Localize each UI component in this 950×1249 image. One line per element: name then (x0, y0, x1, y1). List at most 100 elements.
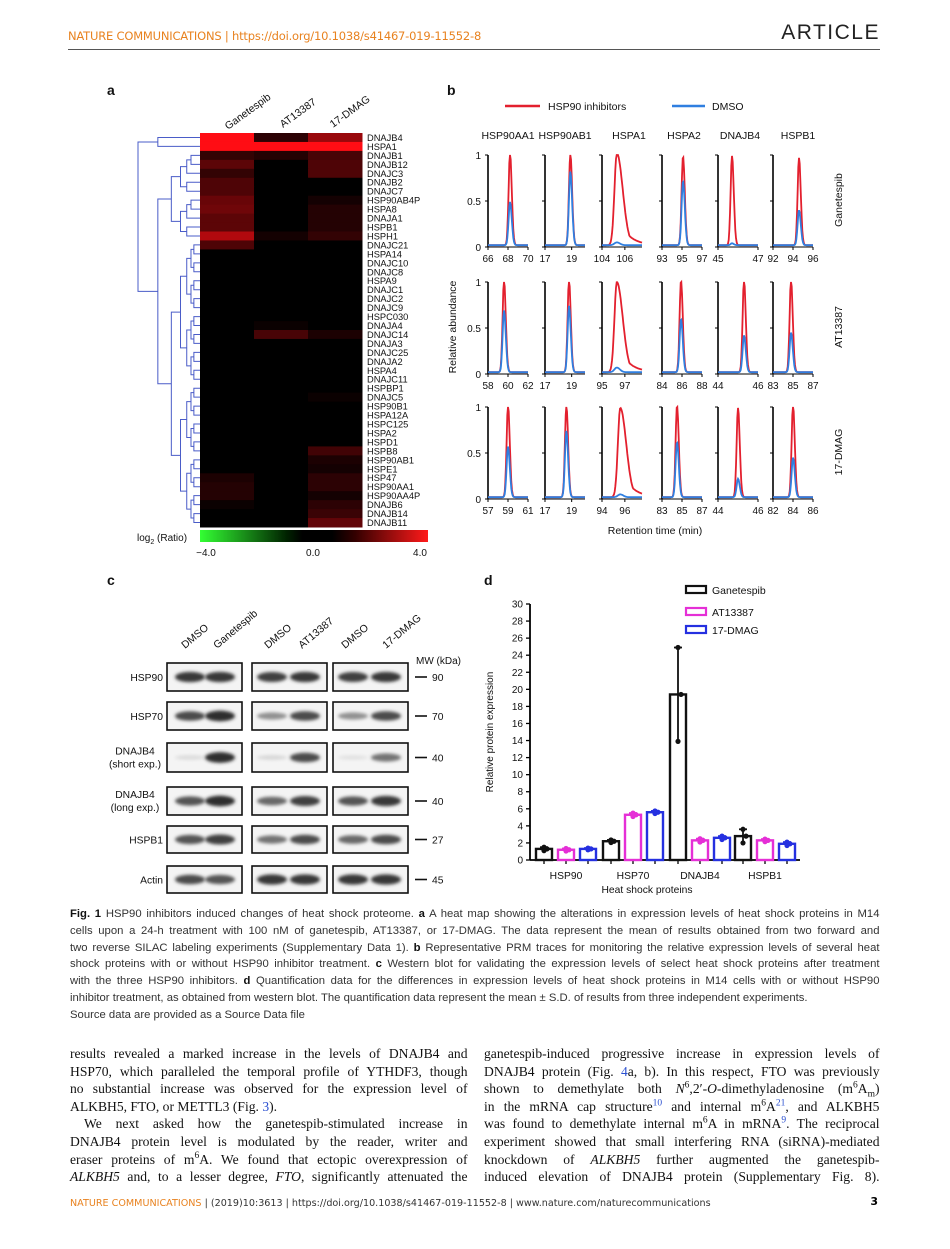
heatmap-cell (254, 276, 309, 286)
trace-panel: 17 19 (539, 281, 585, 392)
blot-band (290, 796, 320, 806)
y-tick-label: 12 (512, 753, 524, 764)
x-tick-label: 19 (566, 381, 578, 392)
line-text: HSP70, which paralleled the temporal pro… (70, 1064, 468, 1079)
heatmap-cell (308, 419, 363, 429)
heatmap-row-label: HSPA4 (367, 366, 397, 376)
x-tick-label: 83 (767, 381, 779, 392)
line-text: Source data are provided as a Source Dat… (70, 1009, 305, 1021)
dendrogram-branch (186, 401, 191, 438)
blot-band (338, 874, 368, 885)
reference-link[interactable]: 21 (775, 1098, 786, 1109)
text-run: N (675, 1081, 685, 1097)
reference-link[interactable]: 4 (620, 1063, 628, 1079)
x-tick-label: 46 (752, 381, 764, 392)
y-tick-label: 6 (517, 804, 523, 815)
heatmap-cell (254, 374, 309, 385)
heatmap-cell (254, 446, 309, 456)
heatmap-cell (200, 294, 255, 304)
trace-inhibitor (602, 154, 643, 247)
line-text: ganetespib-induced progressive increase … (484, 1046, 880, 1061)
colorbar-tick: 4.0 (413, 548, 427, 559)
x-tick-label: 17 (539, 254, 551, 265)
heatmap-cell (308, 294, 363, 304)
trace-inhibitor (718, 155, 758, 247)
heatmap-row-label: DNAJB6 (367, 500, 403, 510)
heatmap-column-label: Ganetespib (223, 91, 274, 132)
lane-label: DMSO (262, 622, 294, 651)
x-tick-label: 70 (522, 254, 534, 265)
heatmap-cell (254, 258, 309, 268)
heatmap-cell (254, 464, 309, 474)
reference-link[interactable]: 10 (652, 1098, 663, 1109)
y-tick-label: 2 (517, 838, 523, 849)
text-run: ALKBH5, FTO, or METTL3 (Fig. (70, 1098, 263, 1114)
text-run: A (857, 1081, 868, 1097)
trace-dmso (662, 317, 702, 374)
y-tick-label: 1 (475, 278, 481, 289)
data-point (678, 691, 684, 698)
blot-band (175, 796, 205, 806)
x-tick-label: 94 (787, 254, 799, 265)
panel-label: a (107, 82, 115, 98)
caption-line: cells upon a 24-h treatment with 100 nM … (70, 923, 880, 940)
blot-band (205, 752, 235, 763)
heatmap-cell (254, 500, 309, 510)
x-tick-label: 85 (676, 506, 688, 517)
trace-dmso (602, 366, 642, 374)
colorbar-label-tail: (Ratio) (154, 533, 187, 544)
trace-column-title: DNAJB4 (720, 130, 760, 142)
text-run: shock proteins with or without HSP90 inh… (70, 958, 376, 971)
reference-link[interactable]: 3 (262, 1098, 270, 1114)
heatmap-row-label: DNAJC5 (367, 393, 403, 403)
heatmap-row-label: DNAJB4 (367, 133, 403, 143)
trace-inhibitor (602, 281, 643, 374)
x-tick-label: 104 (594, 254, 611, 265)
heatmap-cell (308, 312, 363, 322)
heatmap-cell (254, 401, 309, 412)
x-tick-label: 17 (539, 381, 551, 392)
line-text: We next asked how the ganetespib-stimula… (84, 1116, 468, 1131)
running-header[interactable]: NATURE COMMUNICATIONS | https://doi.org/… (68, 29, 482, 43)
body-line: ALKBH5 and, to a lesser degree, FTO, sig… (70, 1168, 468, 1186)
heatmap-cell (254, 482, 309, 492)
trace-dmso (773, 457, 813, 499)
text-run: 6 (684, 1080, 690, 1091)
blot-band (338, 672, 368, 682)
text-run: HSP90 inhibitors induced changes of heat… (101, 908, 419, 920)
x-tick-label: 47 (752, 254, 764, 265)
mw-value: 40 (432, 797, 444, 808)
caption-panel-label: a (418, 908, 425, 920)
x-tick-label: 57 (482, 506, 494, 517)
dendrogram-branch (180, 210, 187, 232)
trace-dmso (662, 440, 702, 499)
y-tick-label: 0 (517, 856, 523, 867)
heatmap-row-label: DNAJA4 (367, 321, 403, 331)
text-run: A. We found that ectopic overexpression … (199, 1151, 468, 1167)
trace-dmso (773, 332, 813, 374)
figure-caption: Fig. 1 HSP90 inhibitors induced changes … (70, 906, 880, 1024)
data-point (762, 839, 768, 845)
legend-swatch (684, 584, 708, 595)
dendrogram-branch (193, 513, 200, 524)
heatmap-row-label: HSPA12A (367, 411, 409, 421)
text-run: 6 (761, 1098, 766, 1109)
text-run: Quantification data for the differences … (250, 975, 880, 988)
text-run: further augmented the ganetespib- (640, 1151, 880, 1167)
dendrogram-branch (193, 405, 200, 416)
text-run: in the mRNA cap structure (484, 1098, 653, 1114)
line-text: results revealed a marked increase in th… (70, 1046, 468, 1061)
dendrogram-branch (186, 159, 200, 174)
heatmap-cell (308, 374, 363, 385)
heatmap-cell (254, 186, 309, 197)
heatmap-cell (200, 258, 255, 268)
heatmap-row-label: DNAJB14 (367, 509, 408, 519)
caption-line: Fig. 1 HSP90 inhibitors induced changes … (70, 906, 880, 923)
reference-link[interactable]: 9 (781, 1115, 787, 1126)
dendrogram-branch (170, 176, 181, 222)
heatmap-cell (308, 428, 363, 438)
footer-citation[interactable]: | (2019)10:3613 | https://doi.org/10.103… (201, 1198, 711, 1209)
lane-label: Ganetespib (211, 607, 260, 651)
dendrogram-branch (193, 369, 200, 380)
x-tick-label: 19 (566, 254, 578, 265)
